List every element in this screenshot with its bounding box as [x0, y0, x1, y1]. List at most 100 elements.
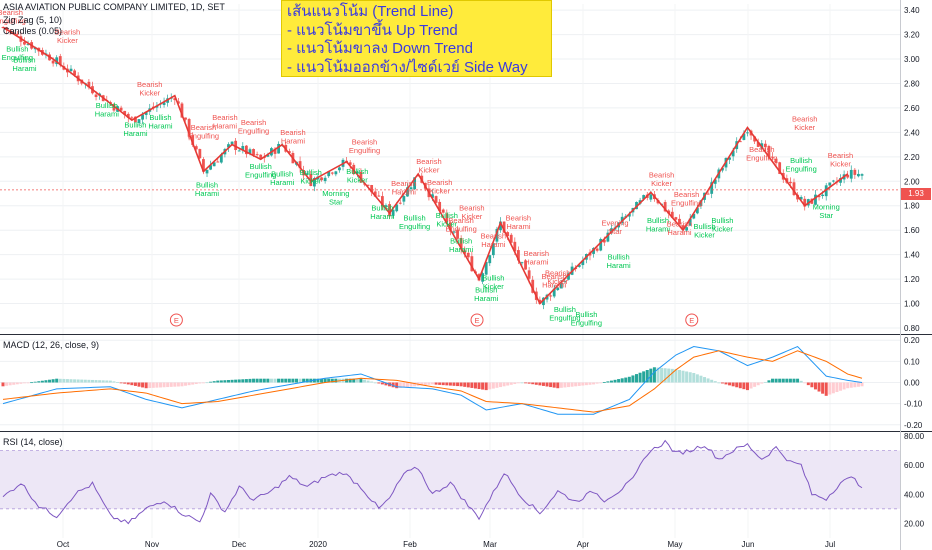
pane-divider-macd[interactable]	[0, 334, 932, 335]
price-tick-label: 0.80	[904, 324, 920, 333]
macd-hist-bar	[305, 378, 309, 383]
candle-body	[12, 32, 16, 34]
time-axis: Oct Nov Dec 2020 Feb Mar Apr May Jun Jul	[57, 540, 836, 549]
candle-body	[763, 143, 767, 148]
candle-body	[58, 56, 62, 66]
candle-body	[831, 180, 835, 182]
rsi-path	[2, 439, 863, 525]
time-tick-label: Oct	[57, 540, 70, 549]
candle-body	[445, 213, 449, 222]
macd-hist-bar	[237, 379, 241, 383]
macd-hist-bar	[663, 368, 667, 383]
candle-body	[742, 133, 746, 140]
candle-body	[237, 150, 241, 152]
candle-body	[688, 218, 692, 226]
pattern-label: Bullish Engulfing	[571, 310, 602, 328]
candle-body	[828, 182, 832, 186]
candle-body	[627, 213, 631, 217]
macd-hist-bar	[567, 382, 571, 388]
candle-body	[244, 145, 248, 155]
pattern-label: Bearish Kicker	[792, 114, 817, 132]
candle-body	[255, 154, 259, 156]
candle-body	[484, 261, 488, 275]
macd-hist-bar	[37, 381, 41, 383]
candle-body	[792, 182, 796, 196]
macd-legend[interactable]: MACD (12, 26, close, 9)	[3, 340, 100, 350]
rsi-tick-label: 60.00	[904, 461, 925, 470]
zigzag-legend[interactable]: Zig Zag (5, 10)	[3, 15, 63, 25]
macd-hist-bar	[234, 379, 238, 383]
candle-body	[738, 141, 742, 143]
macd-hist-bar	[856, 382, 860, 387]
macd-hist-bar	[330, 378, 334, 383]
macd-hist-bar	[241, 379, 245, 383]
macd-hist-bar	[638, 372, 642, 383]
pattern-label: Bullish Harami	[12, 56, 37, 74]
macd-hist-bar	[119, 382, 123, 384]
candle-body	[670, 211, 674, 218]
time-tick-label: Jun	[742, 540, 755, 549]
macd-hist-bar	[108, 380, 112, 383]
candle-body	[416, 175, 420, 177]
macd-hist-bar	[176, 382, 180, 387]
macd-hist-bar	[552, 382, 556, 388]
candle-body	[330, 172, 334, 174]
macd-hist-bar	[73, 379, 77, 383]
macd-hist-bar	[201, 382, 205, 384]
macd-hist-bar	[813, 382, 817, 390]
pattern-label: Bullish Kicker	[711, 216, 733, 234]
macd-hist-bar	[853, 382, 857, 388]
macd-hist-bar	[581, 382, 585, 386]
pattern-label: Bullish Kicker	[436, 211, 458, 229]
note-line-3: - แนวโน้มขาลง Down Trend	[287, 40, 473, 57]
note-line-4: - แนวโน้มออกข้าง/ไซด์เวย์ Side Way	[287, 58, 528, 76]
macd-hist-bar	[685, 371, 689, 383]
macd-hist-bar	[380, 382, 384, 385]
candle-body	[581, 260, 585, 266]
candles-legend[interactable]: Candles (0.05)	[3, 26, 63, 36]
macd-hist-bar	[534, 382, 538, 385]
macd-hist-bar	[230, 379, 234, 383]
macd-hist-bar	[767, 380, 771, 383]
macd-hist-bar	[287, 378, 291, 383]
macd-hist-bar	[828, 382, 832, 395]
rsi-legend[interactable]: RSI (14, close)	[3, 437, 63, 447]
candle-body	[721, 167, 724, 171]
y-axis-panel[interactable]	[900, 0, 932, 550]
candle-body	[173, 98, 177, 101]
macd-hist-bar	[631, 375, 635, 383]
candle-body	[463, 250, 467, 254]
pattern-label: Bullish Engulfing	[786, 156, 817, 174]
candle-body	[202, 159, 205, 172]
candle-body	[642, 195, 646, 200]
macd-hist-bar	[5, 382, 9, 386]
candle-body	[162, 102, 166, 105]
pattern-label: Bullish Harami	[474, 286, 499, 304]
price-tick-label: 1.00	[904, 300, 920, 309]
pattern-label: Bearish Harami	[524, 249, 549, 266]
macd-hist-bar	[162, 382, 166, 388]
pane-divider-rsi[interactable]	[0, 431, 932, 432]
macd-hist-bar	[742, 382, 746, 390]
macd-hist-bar	[144, 382, 148, 389]
pattern-label: Evening Star	[601, 218, 628, 236]
pattern-label: Bullish Harami	[195, 180, 220, 198]
macd-hist-bar	[40, 380, 44, 383]
macd-hist-bar	[720, 382, 724, 384]
candle-body	[441, 209, 445, 213]
macd-hist-bar	[839, 382, 843, 391]
candle-body	[259, 154, 263, 159]
pattern-label: Bearish Kicker	[649, 171, 674, 189]
pattern-label: Bearish Kicker	[545, 268, 570, 286]
candle-body	[191, 135, 195, 145]
candle-body	[803, 198, 807, 207]
candle-body	[695, 207, 699, 214]
candle-body	[409, 187, 413, 190]
note-line-1: เส้นแนวโน้ม (Trend Line)	[287, 3, 454, 20]
time-tick-label: Nov	[145, 540, 159, 549]
price-tick-label: 3.00	[904, 55, 920, 64]
macd-lines	[2, 345, 863, 415]
candle-body	[814, 194, 817, 205]
macd-hist-bar	[216, 380, 220, 383]
macd-hist-bar	[559, 382, 563, 388]
